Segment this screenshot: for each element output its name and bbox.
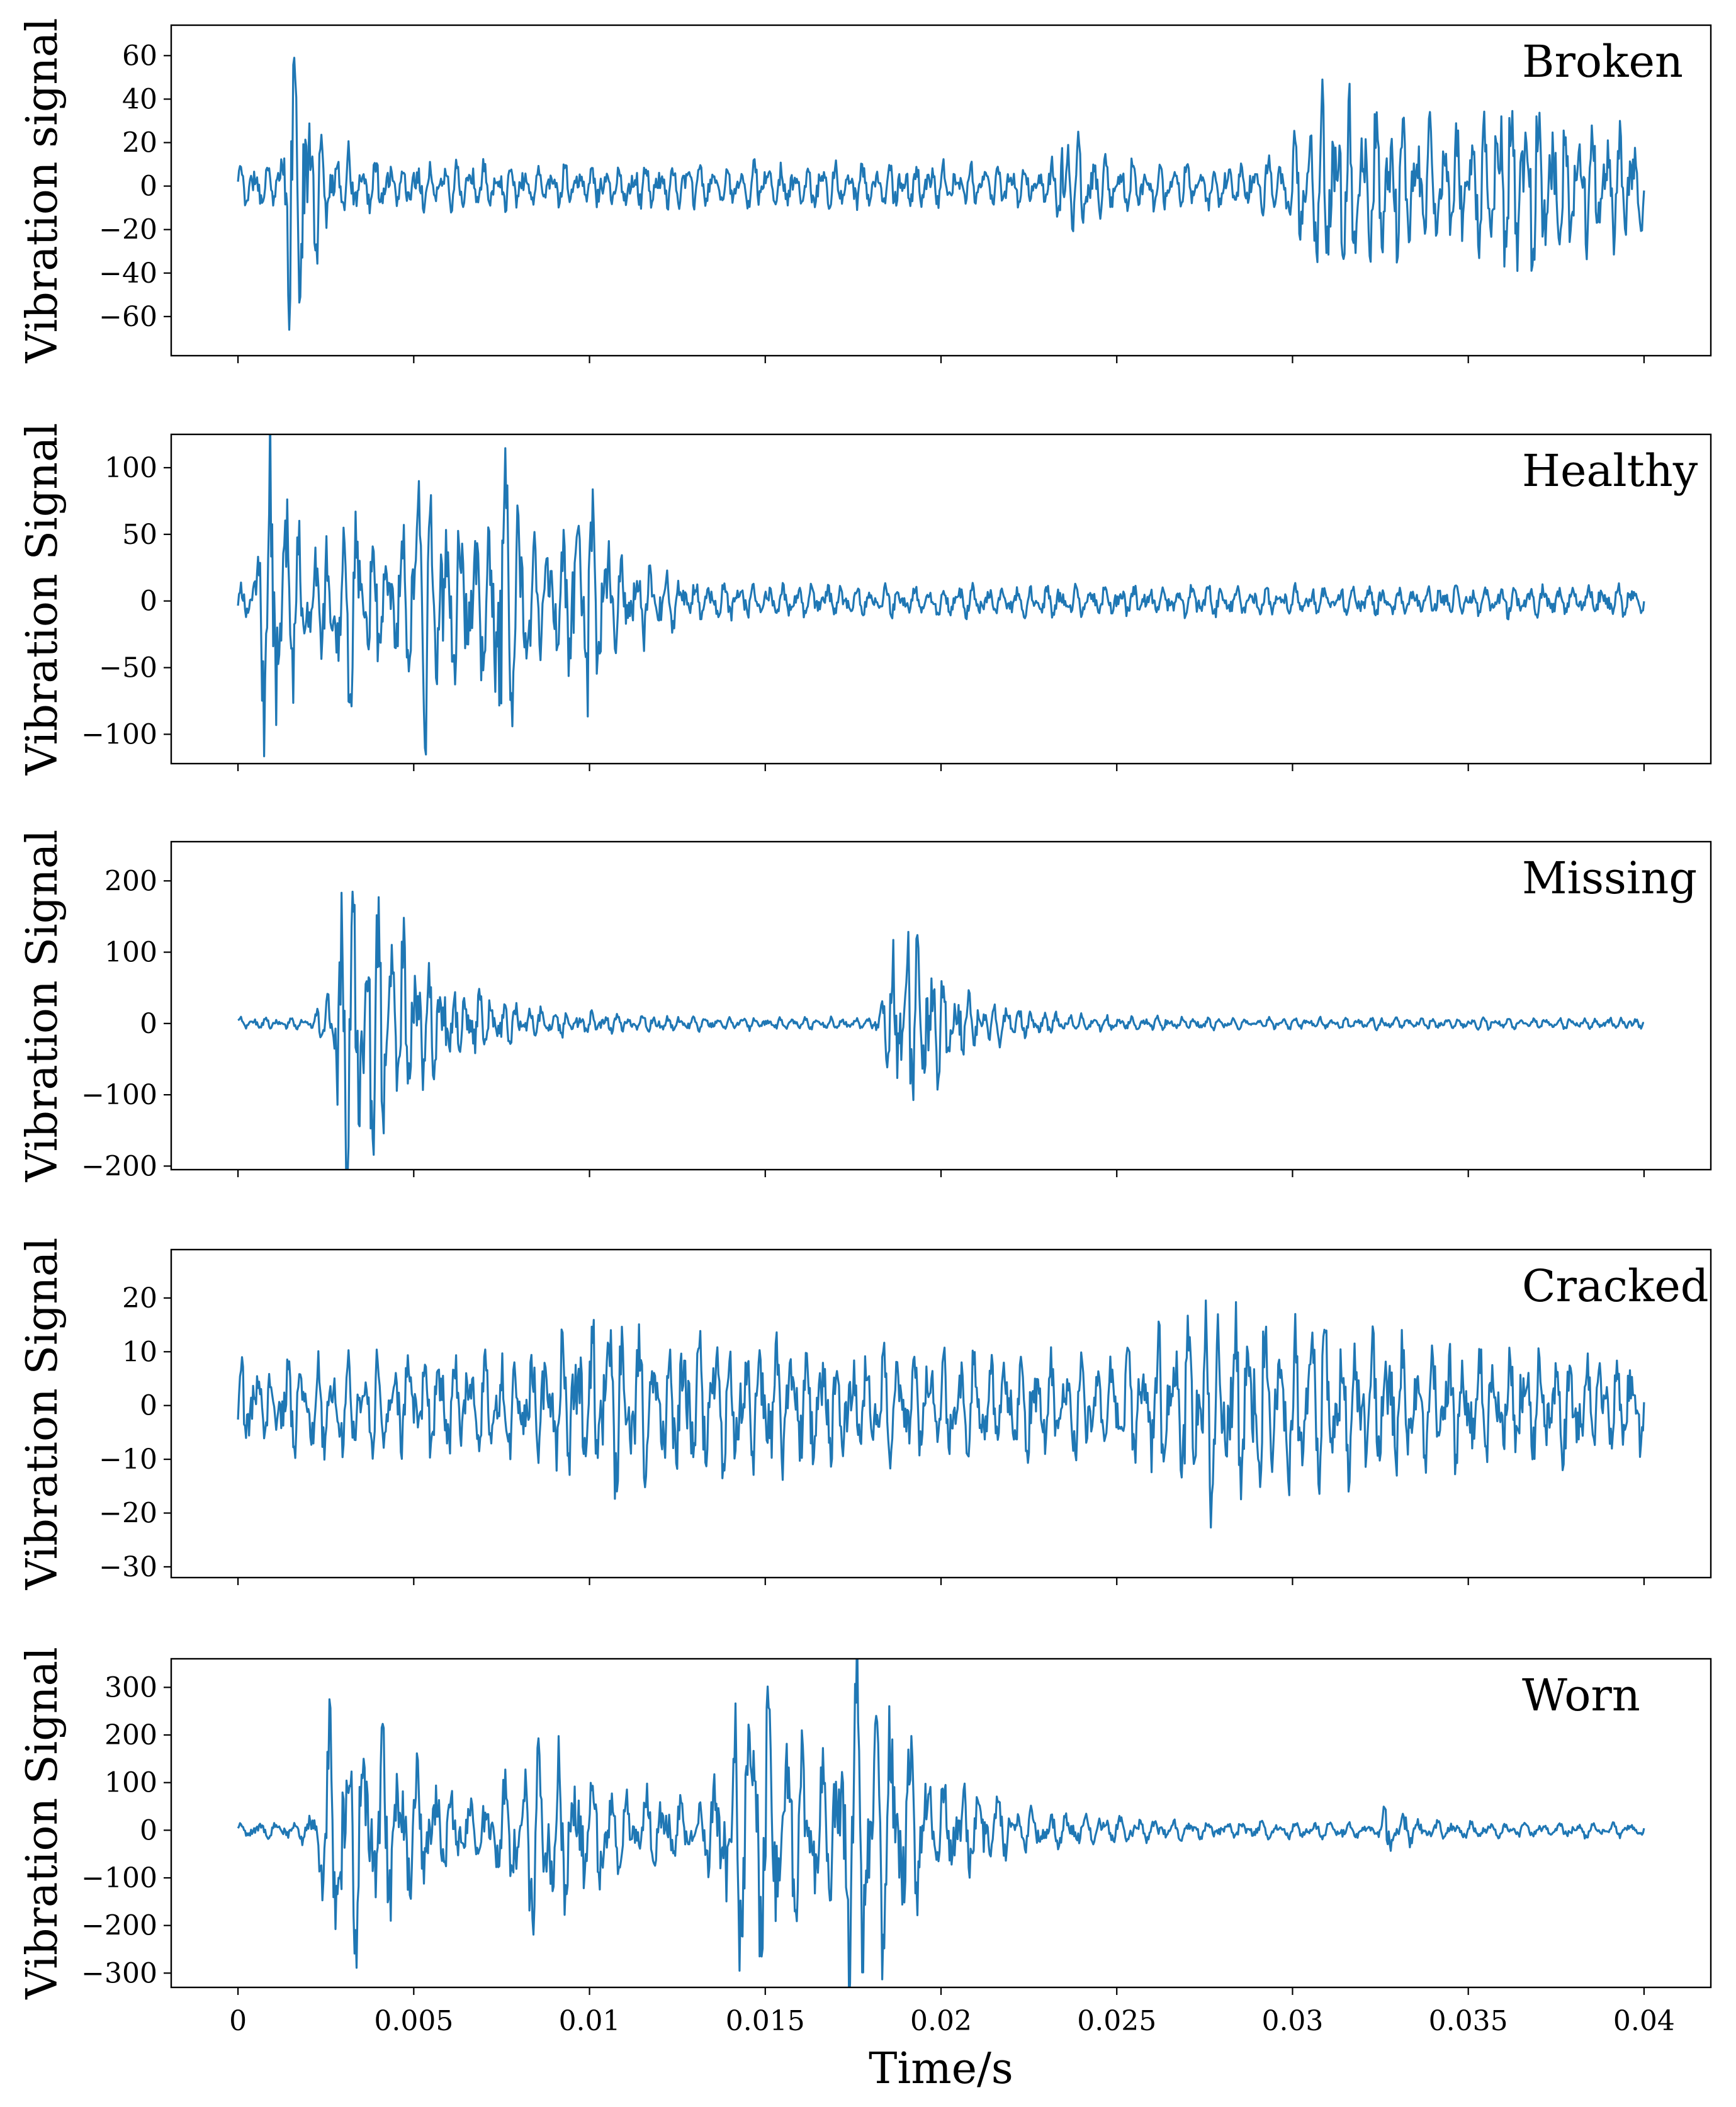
axes-frame bbox=[170, 24, 1712, 357]
y-tick-label: −30 bbox=[99, 1551, 157, 1583]
y-axis-label: Vibration Signal bbox=[18, 1238, 67, 1591]
y-tick-label: 0 bbox=[140, 1390, 157, 1422]
panel-label: Broken bbox=[1522, 36, 1683, 88]
x-tick-label: 0.03 bbox=[1261, 2005, 1323, 2037]
y-tick-label: 300 bbox=[104, 1671, 157, 1703]
y-tick-label: 200 bbox=[104, 1719, 157, 1751]
y-tick-label: 50 bbox=[122, 519, 157, 551]
panel-worn: 300 200 100 0 −100 −200 −300 Vibration Signal Wo… bbox=[18, 1647, 1712, 2000]
y-tick-label: 100 bbox=[104, 452, 157, 484]
y-tick-label: 0 bbox=[140, 1008, 157, 1040]
panel-label: Cracked bbox=[1522, 1260, 1709, 1312]
signal-line-healthy bbox=[237, 434, 1645, 757]
panel-broken: 60 40 20 0 −20 −40 −60 Vibration signal Broken bbox=[18, 18, 1712, 364]
y-tick-label: 40 bbox=[122, 83, 157, 115]
y-tick-label: −200 bbox=[81, 1910, 157, 1942]
x-tick-label: 0.025 bbox=[1077, 2005, 1156, 2037]
x-axis-label: Time/s bbox=[869, 2044, 1013, 2094]
x-tick-label: 0.02 bbox=[910, 2005, 972, 2037]
x-tick-label: 0.01 bbox=[559, 2005, 621, 2037]
y-tick-label: 100 bbox=[104, 1767, 157, 1799]
panel-healthy: 100 50 0 −50 −100 Vibration Signal Healthy bbox=[18, 423, 1712, 776]
y-tick-label: −100 bbox=[81, 1862, 157, 1894]
y-axis-label: Vibration Signal bbox=[18, 423, 67, 776]
signal-line-worn bbox=[237, 1659, 1645, 1987]
y-tick-label: 100 bbox=[104, 937, 157, 969]
x-tick-label: 0 bbox=[229, 2005, 247, 2037]
y-tick-label: 10 bbox=[122, 1336, 157, 1368]
signal-line-missing bbox=[237, 890, 1645, 1170]
y-tick-label: 0 bbox=[140, 1814, 157, 1846]
y-tick-label: 60 bbox=[122, 40, 157, 72]
signal-line-cracked bbox=[237, 1299, 1645, 1528]
x-tick-label: 0.04 bbox=[1613, 2005, 1675, 2037]
y-tick-label: −100 bbox=[81, 718, 157, 750]
x-tick-label: 0.015 bbox=[726, 2005, 805, 2037]
y-tick-label: −60 bbox=[99, 301, 157, 333]
y-tick-label: −20 bbox=[99, 1498, 157, 1530]
y-tick-label: −200 bbox=[81, 1150, 157, 1182]
panel-label: Healthy bbox=[1522, 445, 1698, 497]
y-tick-label: 200 bbox=[104, 865, 157, 897]
x-tick-label: 0.035 bbox=[1429, 2005, 1508, 2037]
panel-missing: 200 100 0 −100 −200 Vibration Signal Missing bbox=[18, 830, 1712, 1183]
y-tick-label: −50 bbox=[99, 652, 157, 684]
signal-line-broken bbox=[237, 57, 1645, 331]
y-tick-label: 20 bbox=[122, 127, 157, 159]
y-tick-label: 20 bbox=[122, 1282, 157, 1314]
panel-cracked: 20 10 0 −10 −20 −30 Vibration Signal Cracked bbox=[18, 1238, 1712, 1591]
y-tick-label: −100 bbox=[81, 1079, 157, 1111]
y-axis-label: Vibration Signal bbox=[18, 1647, 67, 2000]
y-axis-label: Vibration signal bbox=[18, 18, 67, 364]
panel-label: Worn bbox=[1522, 1669, 1640, 1721]
panel-label: Missing bbox=[1522, 852, 1697, 904]
y-tick-label: −10 bbox=[99, 1443, 157, 1476]
y-tick-label: 0 bbox=[140, 585, 157, 618]
x-tick-label: 0.005 bbox=[374, 2005, 453, 2037]
y-tick-label: −40 bbox=[99, 257, 157, 290]
y-tick-label: 0 bbox=[140, 171, 157, 203]
y-axis-label: Vibration Signal bbox=[18, 830, 67, 1183]
y-tick-label: −300 bbox=[81, 1957, 157, 1989]
y-tick-label: −20 bbox=[99, 214, 157, 246]
